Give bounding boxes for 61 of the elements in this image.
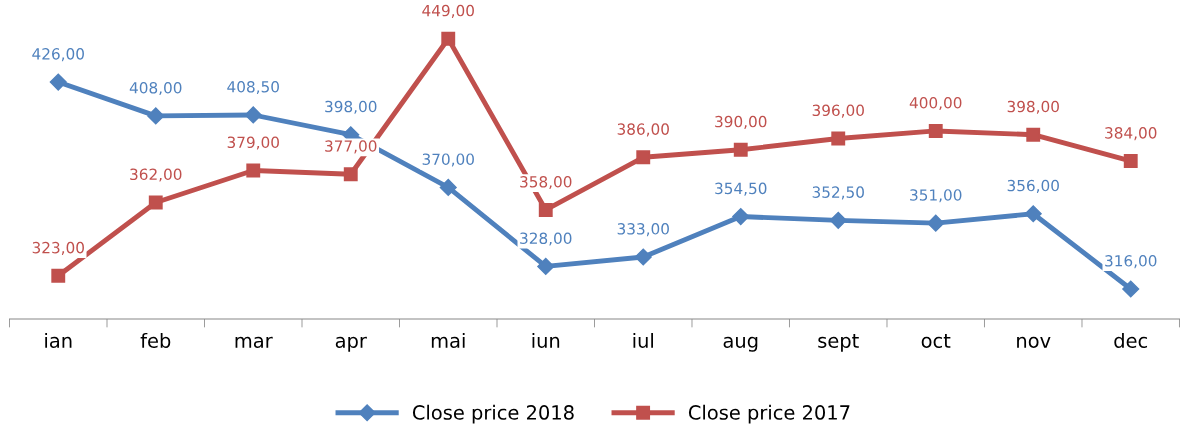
data-label: 449,00	[422, 4, 474, 18]
data-label: 384,00	[1105, 127, 1157, 141]
point	[1123, 154, 1138, 168]
point	[147, 107, 165, 125]
data-label: 333,00	[617, 223, 669, 237]
point	[636, 150, 651, 165]
x-tick-label: feb	[140, 332, 171, 348]
data-label: 328,00	[520, 232, 572, 246]
data-label: 426,00	[32, 48, 84, 62]
data-label: 400,00	[909, 96, 962, 111]
point	[927, 214, 945, 232]
point	[928, 124, 943, 138]
point	[51, 268, 66, 283]
point	[343, 167, 358, 182]
point	[439, 178, 457, 196]
data-label: 354,50	[715, 182, 767, 196]
point	[1024, 205, 1042, 223]
data-label: 362,00	[130, 168, 182, 182]
data-label: 316,00	[1105, 255, 1157, 269]
x-tick-label: mai	[431, 332, 465, 348]
data-label: 356,00	[1007, 179, 1059, 193]
point	[1122, 280, 1140, 298]
data-label: 370,00	[422, 153, 474, 167]
x-tick-label: iun	[532, 332, 560, 348]
data-label: 386,00	[617, 123, 669, 137]
x-tick-label: nov	[1017, 336, 1051, 348]
legend-label: Close price 2018	[412, 404, 574, 424]
x-tick-label: aug	[723, 336, 758, 352]
point	[244, 106, 262, 124]
data-label: 390,00	[715, 115, 767, 129]
point	[49, 73, 67, 91]
x-tick-label: dec	[1114, 332, 1148, 348]
point	[441, 31, 456, 46]
point	[538, 203, 553, 217]
data-label: 379,00	[227, 136, 279, 150]
data-label: 396,00	[812, 104, 864, 118]
point	[148, 195, 163, 210]
point	[831, 131, 846, 146]
data-label: 398,00	[325, 100, 377, 114]
x-tick-label: sept	[818, 334, 859, 352]
data-label: 408,50	[227, 81, 279, 95]
legend-label: Close price 2017	[688, 404, 850, 424]
data-label: 408,00	[129, 81, 182, 96]
data-label: 323,00	[32, 241, 84, 255]
point	[732, 208, 750, 226]
point	[537, 257, 555, 275]
data-label: 377,00	[325, 140, 377, 154]
point	[733, 142, 748, 157]
point	[634, 248, 652, 266]
x-tick-label: apr	[335, 336, 367, 352]
point	[829, 211, 847, 229]
data-label: 351,00	[910, 189, 962, 203]
data-label: 352,50	[812, 186, 864, 200]
x-tick-label: iul	[633, 332, 653, 348]
x-tick-label: ian	[45, 332, 72, 348]
data-label: 358,00	[520, 176, 572, 190]
x-tick-label: mar	[235, 336, 273, 348]
point	[1026, 127, 1041, 142]
point	[246, 163, 261, 178]
data-label: 398,00	[1007, 100, 1059, 114]
x-tick-label: oct	[921, 334, 951, 348]
